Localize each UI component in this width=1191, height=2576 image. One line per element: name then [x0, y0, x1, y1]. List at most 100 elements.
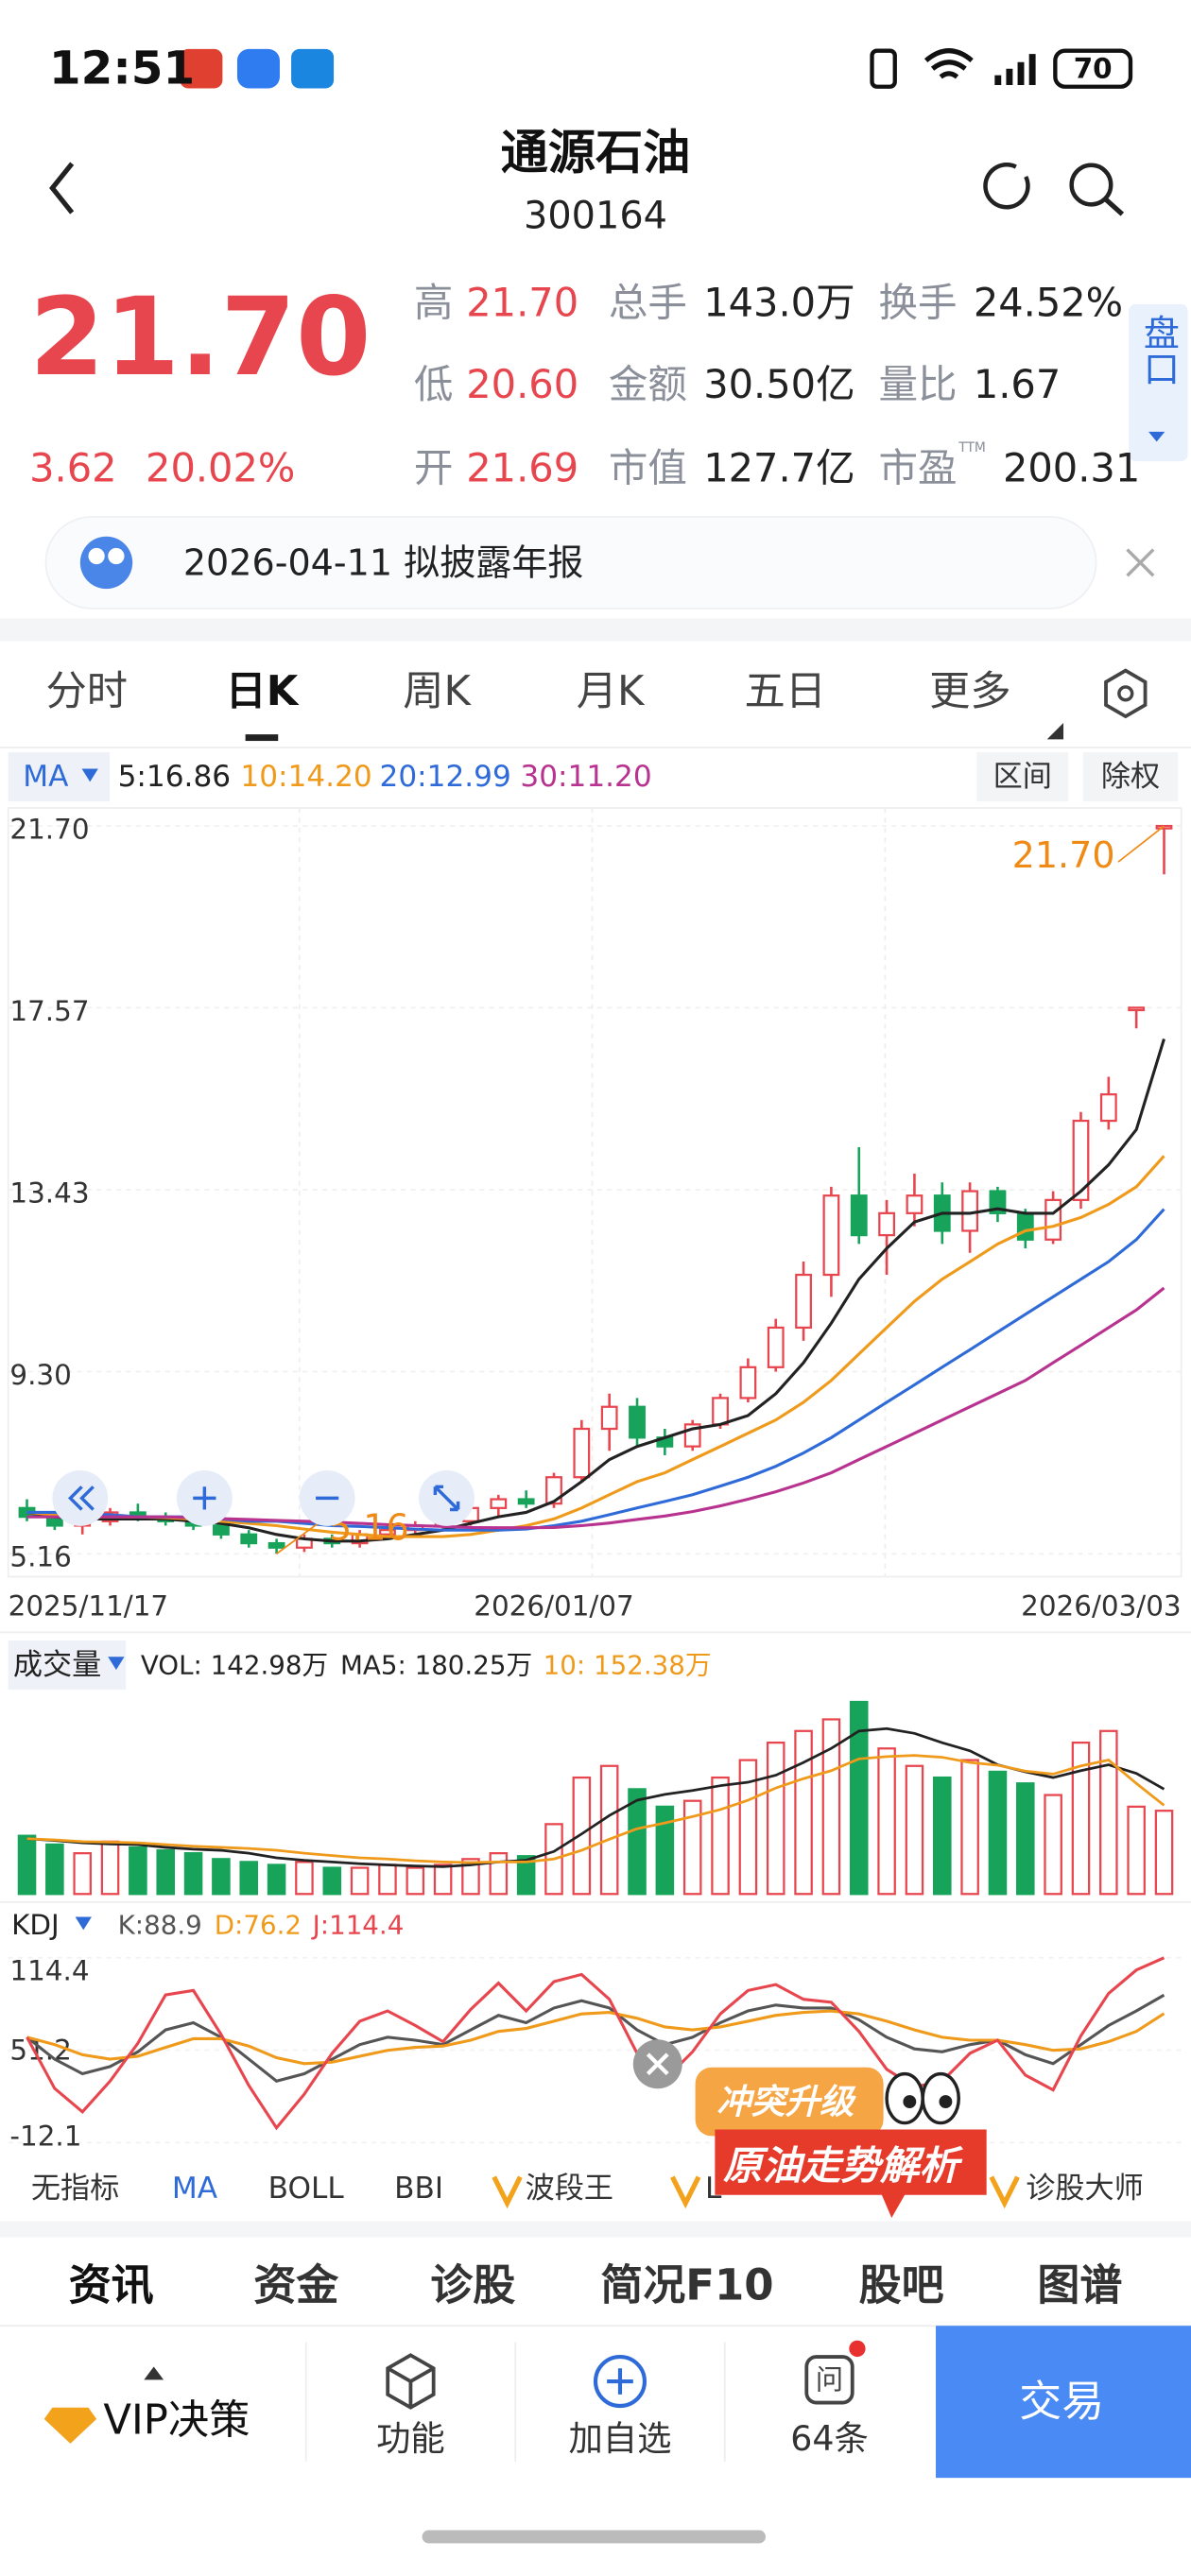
bottom-item[interactable]: 64条	[790, 2418, 869, 2459]
period-tab[interactable]: 更多	[929, 668, 1011, 715]
period-tab[interactable]: 日K	[226, 668, 300, 715]
stock-code: 300164	[524, 194, 667, 237]
refresh-button[interactable]	[983, 163, 1030, 210]
period-tab[interactable]: 五日	[745, 668, 827, 715]
quote-label: 总手	[609, 280, 687, 326]
separator	[0, 618, 1191, 642]
kdj-line	[26, 2009, 1165, 2066]
info-tab[interactable]: 简况F10	[600, 2259, 773, 2310]
notice-bar[interactable]	[44, 516, 1097, 610]
status-time: 12:51	[49, 43, 195, 95]
quote-label: 市值	[609, 445, 687, 491]
candle-body	[240, 1533, 258, 1545]
promo-badge[interactable]	[695, 2067, 884, 2137]
info-tab[interactable]: 资金	[253, 2259, 339, 2310]
period-tab[interactable]: 分时	[45, 668, 128, 715]
icon	[646, 2052, 669, 2076]
volume-bar	[988, 1770, 1008, 1896]
volume-bar	[960, 1759, 979, 1896]
kdj-line	[26, 1956, 1165, 2131]
kline-frame	[7, 807, 1182, 1578]
volume-bar	[1154, 1810, 1174, 1896]
info-tab[interactable]: 股吧	[859, 2259, 944, 2310]
vip-mark	[989, 2175, 1020, 2209]
change-pct: 20.02%	[146, 445, 295, 491]
period-tab[interactable]: 月K	[577, 668, 646, 715]
indicator-tab[interactable]: L	[705, 2172, 722, 2206]
volume-bar	[267, 1863, 286, 1896]
volume-button-bg[interactable]	[8, 1640, 127, 1690]
trade-label[interactable]: 交易	[1019, 2376, 1104, 2426]
badge-dot	[849, 2340, 866, 2358]
volume-bar	[406, 1866, 425, 1896]
y-tick-label: -12.1	[9, 2120, 81, 2152]
candle-body	[989, 1190, 1007, 1214]
ma-legend: 5:16.86	[118, 760, 231, 794]
promo-line2[interactable]: 原油走势解析	[723, 2142, 964, 2189]
add-icon-cross	[607, 2368, 633, 2395]
settings-button[interactable]	[1104, 668, 1148, 719]
more-arrow	[1046, 723, 1064, 740]
info-tab[interactable]: 诊股	[430, 2259, 515, 2310]
candle-body	[1072, 1119, 1090, 1201]
bottom-item[interactable]: 功能	[376, 2418, 445, 2459]
promo-banner[interactable]	[715, 2129, 987, 2218]
owl-icon	[79, 536, 133, 590]
side-tab-label[interactable]: 盘口	[1137, 314, 1179, 386]
vip-button[interactable]: VIP决策	[103, 2397, 250, 2445]
volume-bar	[1016, 1782, 1035, 1896]
promo-line1[interactable]: 冲突升级	[716, 2082, 856, 2122]
range-button-bg[interactable]	[976, 752, 1069, 802]
indicator-tab[interactable]: BOLL	[268, 2172, 345, 2206]
period-tab[interactable]: 周K	[403, 668, 472, 715]
quote-value: 24.52%	[974, 280, 1123, 326]
candle-body	[600, 1405, 618, 1431]
info-tab[interactable]: 图谱	[1037, 2259, 1122, 2310]
ma-button[interactable]: MA	[23, 760, 69, 794]
notice-close[interactable]	[1126, 548, 1155, 577]
volume-bar	[73, 1852, 92, 1896]
annotation: 21.70	[1012, 834, 1115, 876]
candle-body	[629, 1405, 646, 1439]
volume-bar	[129, 1846, 147, 1896]
icon	[67, 1485, 95, 1511]
info-tab[interactable]: 资讯	[69, 2259, 154, 2310]
volume-bar	[1127, 1805, 1146, 1896]
rights-button[interactable]: 除权	[1101, 760, 1160, 794]
candle-body	[379, 1528, 396, 1536]
owl-eye	[108, 547, 125, 565]
range-button[interactable]: 区间	[993, 760, 1052, 794]
app-icon	[291, 48, 335, 89]
volume-bar	[1044, 1794, 1062, 1896]
indicator-tab[interactable]: 波段王	[526, 2172, 613, 2206]
stock-name: 通源石油	[501, 124, 691, 180]
candle-body	[1099, 1092, 1117, 1123]
app-icon	[180, 48, 223, 89]
quote-label: 换手	[878, 280, 957, 326]
volume-bar	[682, 1799, 702, 1896]
search-button[interactable]	[1069, 163, 1113, 207]
candle-body	[1016, 1211, 1034, 1241]
quote-value: 20.60	[466, 361, 578, 407]
volume-bar	[766, 1741, 785, 1896]
app-icon	[236, 48, 280, 89]
back-button[interactable]	[49, 162, 75, 215]
side-tab[interactable]	[1129, 303, 1188, 462]
kdj-button[interactable]: KDJ	[11, 1909, 60, 1941]
volume-button[interactable]: 成交量	[13, 1648, 101, 1682]
candle-body	[490, 1498, 508, 1509]
ma-legend: 20:12.99	[380, 760, 511, 794]
indicator-tab[interactable]: 无指标	[31, 2172, 119, 2206]
indicator-tab[interactable]: MA	[172, 2172, 218, 2206]
indicator-tab[interactable]: 诊股大师	[1026, 2172, 1144, 2206]
candle-body	[906, 1194, 923, 1214]
volume-bar	[156, 1848, 176, 1896]
trade-button[interactable]	[936, 2326, 1191, 2479]
volume-legend: VOL: 142.98万	[141, 1649, 328, 1680]
bottom-item[interactable]: 加自选	[568, 2418, 671, 2459]
rights-button-bg[interactable]	[1082, 752, 1179, 802]
volume-bar	[350, 1866, 370, 1896]
indicator-tab[interactable]: BBI	[394, 2172, 443, 2206]
volume-bar	[378, 1863, 397, 1896]
